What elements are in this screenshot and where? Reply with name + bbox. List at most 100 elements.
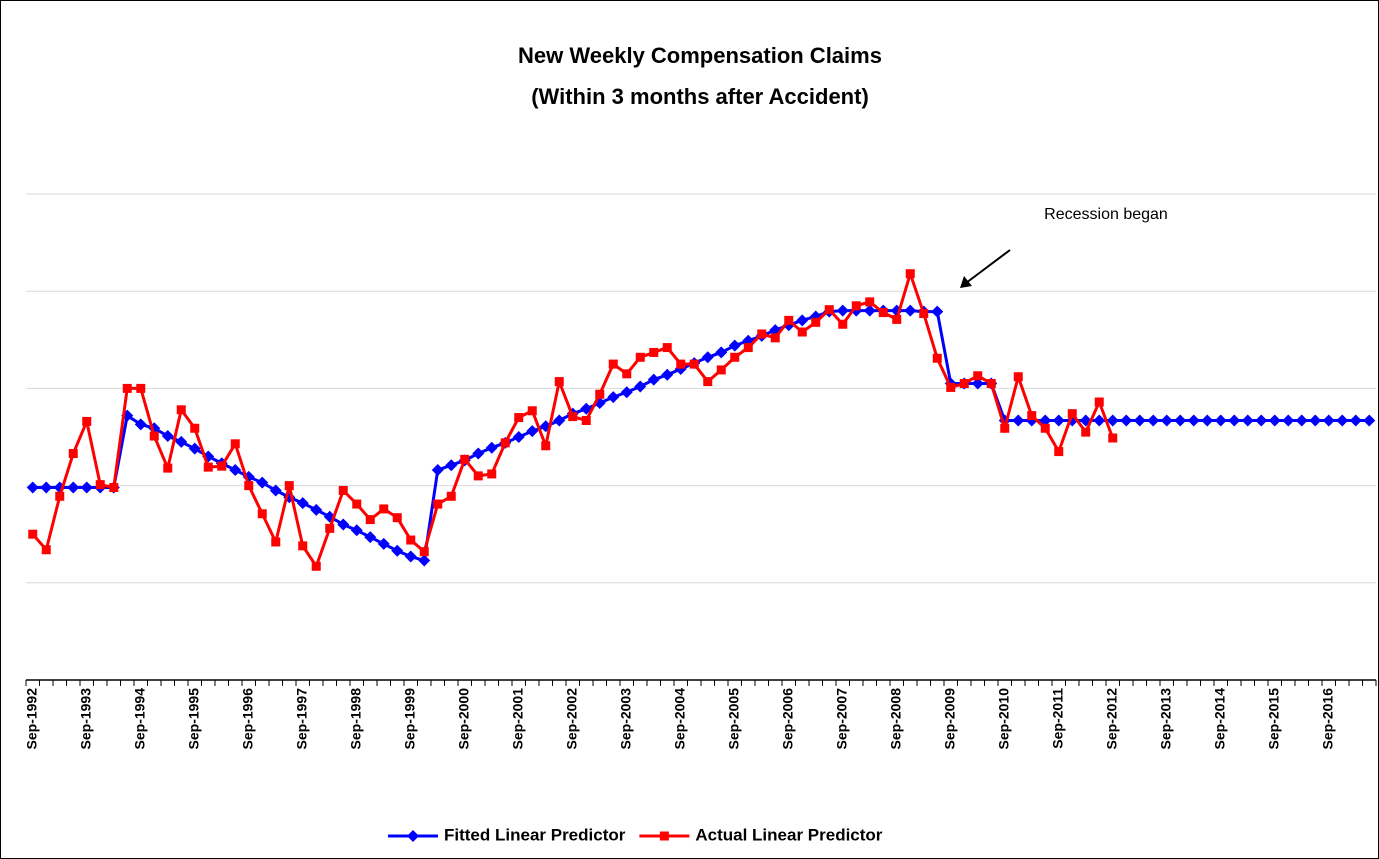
marker xyxy=(932,353,942,363)
marker xyxy=(419,547,429,557)
marker xyxy=(1012,414,1025,427)
marker xyxy=(82,416,92,426)
marker xyxy=(622,369,632,379)
x-tick-label: Sep-2009 xyxy=(941,688,957,750)
annotation: Recession began xyxy=(1044,206,1168,223)
marker xyxy=(1214,414,1227,427)
marker xyxy=(620,386,633,399)
marker xyxy=(1309,414,1322,427)
marker xyxy=(728,339,741,352)
marker xyxy=(485,441,498,454)
marker xyxy=(1093,414,1106,427)
marker xyxy=(796,314,809,327)
marker xyxy=(257,509,267,519)
marker xyxy=(161,430,174,443)
marker xyxy=(26,481,39,494)
marker xyxy=(1255,414,1268,427)
marker xyxy=(608,359,618,369)
marker xyxy=(743,343,753,353)
marker xyxy=(473,471,483,481)
marker xyxy=(1201,414,1214,427)
marker xyxy=(770,333,780,343)
legend-marker xyxy=(407,830,419,842)
marker xyxy=(986,379,996,389)
marker xyxy=(80,481,93,494)
marker xyxy=(122,383,132,393)
marker xyxy=(649,347,659,357)
marker xyxy=(500,438,510,448)
marker xyxy=(931,305,944,318)
marker xyxy=(68,449,78,459)
marker xyxy=(1027,411,1037,421)
x-tick-label: Sep-1995 xyxy=(185,688,201,750)
marker xyxy=(296,497,309,510)
marker xyxy=(41,545,51,555)
x-tick-label: Sep-2007 xyxy=(833,688,849,750)
marker xyxy=(1000,423,1010,433)
marker xyxy=(971,377,984,390)
marker xyxy=(1120,414,1133,427)
marker xyxy=(230,439,240,449)
chart-title: New Weekly Compensation Claims xyxy=(518,43,882,68)
marker xyxy=(377,537,390,550)
marker xyxy=(1363,414,1376,427)
marker xyxy=(1147,414,1160,427)
marker xyxy=(1295,414,1308,427)
x-tick-label: Sep-1999 xyxy=(401,688,417,750)
marker xyxy=(757,329,767,339)
marker xyxy=(553,414,566,427)
x-tick-label: Sep-2000 xyxy=(455,688,471,750)
marker xyxy=(310,503,323,516)
annotation-arrow xyxy=(965,249,1011,284)
x-tick-label: Sep-2012 xyxy=(1103,688,1119,750)
x-tick-label: Sep-2006 xyxy=(779,688,795,750)
marker xyxy=(1094,397,1104,407)
marker xyxy=(1160,414,1173,427)
marker xyxy=(445,459,458,472)
marker xyxy=(811,317,821,327)
marker xyxy=(67,481,80,494)
marker xyxy=(244,481,254,491)
marker xyxy=(1108,433,1118,443)
x-tick-label: Sep-2014 xyxy=(1211,688,1227,750)
marker xyxy=(568,412,578,422)
marker xyxy=(109,483,119,493)
marker xyxy=(1106,414,1119,427)
x-tick-label: Sep-2015 xyxy=(1265,688,1281,750)
marker xyxy=(863,304,876,317)
marker xyxy=(703,377,713,387)
marker xyxy=(1040,423,1050,433)
marker xyxy=(946,382,956,392)
marker xyxy=(512,431,525,443)
marker xyxy=(662,343,672,353)
marker xyxy=(352,499,362,509)
marker xyxy=(527,406,537,416)
marker xyxy=(905,269,915,279)
marker xyxy=(28,529,38,539)
marker xyxy=(298,541,308,551)
marker xyxy=(904,304,917,317)
marker xyxy=(190,423,200,433)
x-tick-label: Sep-1997 xyxy=(293,688,309,750)
marker xyxy=(865,297,875,307)
marker xyxy=(1054,447,1064,457)
marker xyxy=(311,561,321,571)
marker xyxy=(431,464,444,477)
marker xyxy=(1241,414,1254,427)
marker xyxy=(635,352,645,362)
marker xyxy=(1349,414,1362,427)
x-tick-label: Sep-2010 xyxy=(995,688,1011,750)
marker xyxy=(350,524,363,537)
marker xyxy=(163,463,173,473)
x-tick-label: Sep-2008 xyxy=(887,688,903,750)
annotation-arrowhead xyxy=(960,276,972,288)
chart-subtitle: (Within 3 months after Accident) xyxy=(531,84,869,109)
marker xyxy=(581,415,591,425)
x-tick-label: Sep-2002 xyxy=(563,688,579,750)
marker xyxy=(1228,414,1241,427)
marker xyxy=(1322,414,1335,427)
marker xyxy=(271,537,281,547)
marker xyxy=(1336,414,1349,427)
marker xyxy=(595,389,605,399)
